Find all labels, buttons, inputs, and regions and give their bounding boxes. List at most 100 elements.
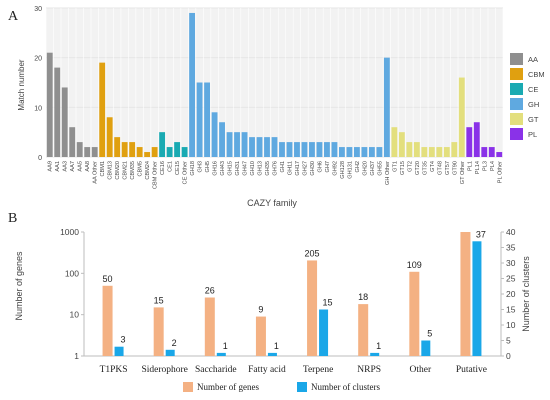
panel-a-x-tick-label: CBM20 bbox=[115, 161, 121, 180]
panel-a-bar bbox=[114, 137, 121, 157]
panel-a-x-tick-label: GT57 bbox=[445, 161, 451, 175]
panel-a-legend-label: GT bbox=[528, 115, 539, 124]
panel-b-clusters-data-label: 1 bbox=[376, 341, 381, 351]
panel-a-legend-swatch bbox=[510, 98, 523, 110]
panel-a-x-tick-label: AA3 bbox=[63, 161, 69, 172]
panel-a-bar bbox=[241, 132, 248, 157]
panel-a-x-tick-label: GH2 bbox=[355, 161, 361, 173]
panel-a-legend-swatch bbox=[510, 68, 523, 80]
panel-b-genes-data-label: 50 bbox=[103, 274, 113, 284]
panel-a-bar bbox=[106, 117, 113, 157]
panel-a-bar bbox=[256, 137, 263, 157]
panel-a-x-tick-label: GH3 bbox=[198, 161, 204, 173]
panel-a-bar bbox=[61, 87, 68, 157]
panel-b-clusters-bar bbox=[472, 241, 482, 356]
panel-a-bar bbox=[84, 147, 91, 157]
panel-a-bar bbox=[159, 132, 166, 157]
panel-a-x-tick-label: PL Other bbox=[497, 161, 503, 183]
panel-b-clusters-bar bbox=[216, 352, 226, 356]
panel-b-x-tick-label: Putative bbox=[456, 365, 487, 375]
panel-a-x-tick-label: CE Other bbox=[183, 161, 189, 184]
panel-a-bar bbox=[174, 142, 181, 157]
panel-a-bar bbox=[361, 147, 368, 157]
panel-b-clusters-data-label: 3 bbox=[121, 335, 126, 345]
panel-a-x-tick-label: GH1 bbox=[280, 161, 286, 173]
panel-b-right-tick-label: 15 bbox=[506, 305, 516, 315]
panel-b-left-axis-label: Number of genes bbox=[14, 251, 24, 321]
panel-a-bar bbox=[91, 147, 98, 157]
panel-a-x-tick-label: GH30 bbox=[310, 161, 316, 176]
panel-b-legend-clusters-swatch bbox=[297, 382, 307, 392]
panel-a-bar bbox=[421, 147, 428, 157]
panel-a-label: A bbox=[8, 9, 19, 24]
panel-b-genes-bar bbox=[358, 304, 369, 356]
panel-a-legend-label: AA bbox=[528, 55, 538, 64]
panel-a-x-tick-label: PL4 bbox=[490, 161, 496, 171]
panel-a-x-tick-label: GH18 bbox=[190, 161, 196, 176]
panel-b-genes-bar bbox=[102, 285, 113, 356]
panel-a-bar bbox=[368, 147, 375, 157]
panel-a-x-tick-label: GT48 bbox=[437, 161, 443, 175]
panel-a-bar bbox=[481, 147, 488, 157]
panel-a-legend-label: PL bbox=[528, 130, 537, 139]
panel-a-legend: AA CBM CE GH GT PL bbox=[510, 53, 545, 140]
panel-a-bar bbox=[346, 147, 353, 157]
panel-a-bar bbox=[181, 147, 188, 157]
panel-a-bar bbox=[121, 142, 128, 157]
panel-a-x-tick-label: GH76 bbox=[273, 161, 279, 176]
panel-b-clusters-bar bbox=[114, 346, 124, 356]
panel-b-genes-bar bbox=[409, 271, 420, 356]
panel-a-y-tick-label: 30 bbox=[34, 6, 42, 13]
panel-b-genes-data-label: 205 bbox=[305, 248, 320, 258]
panel-b-clusters-bar bbox=[319, 309, 329, 356]
panel-a-bar bbox=[136, 147, 143, 157]
panel-a-legend-swatch bbox=[510, 83, 523, 95]
panel-a-bar bbox=[54, 67, 61, 157]
panel-b-genes-bar bbox=[204, 297, 215, 356]
panel-a-x-tick-label: GT1 bbox=[392, 161, 398, 172]
panel-a-bar bbox=[294, 142, 300, 157]
panel-a-x-tick-label: GH131 bbox=[347, 161, 353, 179]
panel-a-bar bbox=[189, 12, 196, 158]
panel-a-x-tick-label: AA8 bbox=[85, 161, 91, 172]
panel-a-x-tick-label: AA Other bbox=[93, 161, 99, 184]
panel-a-x-tick-label: GT2 bbox=[407, 161, 413, 172]
panel-a-bar bbox=[279, 142, 285, 157]
panel-a-bar bbox=[466, 127, 473, 157]
panel-a-bar bbox=[406, 142, 413, 157]
panel-a-x-tick-label: AA7 bbox=[70, 161, 76, 172]
panel-b-bars bbox=[102, 232, 482, 356]
panel-b-left-tick-label: 1 bbox=[74, 351, 79, 361]
panel-a-x-tick-label: CBM13 bbox=[108, 161, 114, 180]
panel-a-bar bbox=[473, 122, 480, 157]
panel-a-x-tick-label: CE16 bbox=[160, 161, 166, 175]
panel-b-genes-bar bbox=[153, 307, 164, 356]
panel-a-x-tick-label: CBM24 bbox=[145, 161, 151, 180]
panel-b-genes-bar bbox=[307, 260, 318, 356]
panel-a-x-tick-label: GT Other bbox=[460, 161, 466, 184]
panel-b-right-tick-label: 35 bbox=[506, 243, 516, 253]
panel-a-y-axis-label: Match number bbox=[17, 59, 26, 110]
panel-a-bar bbox=[458, 77, 465, 157]
panel-a-bars bbox=[46, 12, 503, 158]
panel-b-x-tick-label: T1PKS bbox=[100, 365, 128, 375]
panel-a-x-tick-label: GH47 bbox=[243, 161, 249, 176]
panel-a-x-tick-label: GH16 bbox=[213, 161, 219, 176]
panel-a-bar bbox=[339, 147, 345, 157]
panel-b-genes-data-label: 9 bbox=[258, 305, 263, 315]
panel-a-x-tick-label: CBM5 bbox=[138, 161, 144, 177]
panel-b-x-tick-label: Fatty acid bbox=[248, 365, 286, 375]
panel-a-y-ticks: 0 10 20 30 bbox=[34, 6, 42, 162]
panel-a-bar bbox=[286, 142, 293, 157]
panel-a-bar bbox=[398, 132, 405, 157]
panel-b-x-tick-label: NRPS bbox=[357, 365, 381, 375]
panel-b-genes-data-label: 109 bbox=[407, 260, 422, 270]
panel-b-clusters-data-label: 2 bbox=[172, 338, 177, 348]
panel-a-x-tick-label: CBM Other bbox=[153, 161, 159, 189]
panel-a-bar bbox=[301, 142, 308, 157]
panel-a-bar bbox=[46, 52, 53, 158]
panel-b-label: B bbox=[8, 211, 17, 226]
panel-a-x-tick-label: GH10 bbox=[250, 161, 256, 176]
panel-a-y-tick-label: 0 bbox=[38, 155, 42, 162]
panel-b-x-tick-label: Terpene bbox=[303, 365, 333, 375]
